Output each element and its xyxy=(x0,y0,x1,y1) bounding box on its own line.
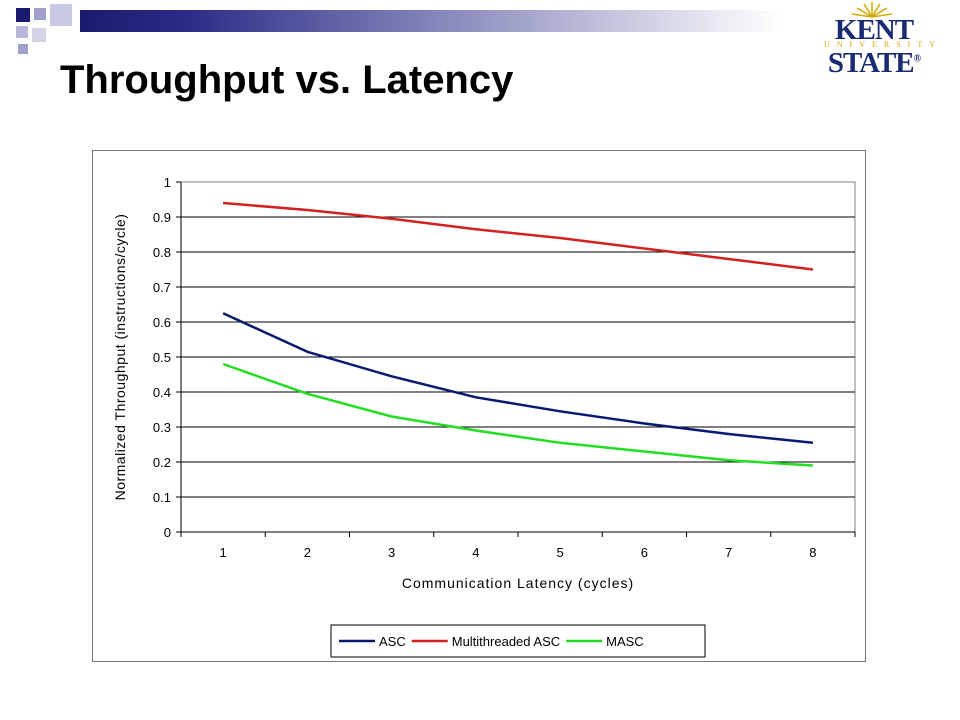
logo-subtitle: UNIVERSITY xyxy=(824,40,942,49)
x-tick-label: 4 xyxy=(472,545,479,560)
deco-square-light-2 xyxy=(50,4,72,26)
y-tick-label: 0.7 xyxy=(153,280,171,295)
x-axis-title: Communication Latency (cycles) xyxy=(402,575,634,591)
kent-state-logo: KENT STATE® UNIVERSITY xyxy=(790,0,960,79)
legend-label: ASC xyxy=(379,634,406,649)
y-tick-label: 1 xyxy=(164,175,171,190)
line-chart: 0 0.1 0.2 0.3 0.4 0.5 0.6 0.7 0.8 0.9 1 1 2 3 4 5 6 7 8 Com… xyxy=(112,175,856,658)
legend-box xyxy=(330,624,706,658)
legend-label: Multithreaded ASC xyxy=(452,634,560,649)
header-gradient-bar xyxy=(80,10,780,32)
x-tick-label: 2 xyxy=(304,545,311,560)
logo-wordmark: KENT STATE® xyxy=(827,14,922,79)
series-layer xyxy=(222,201,814,467)
series-line-masc xyxy=(222,362,813,467)
y-tick-label: 0.2 xyxy=(153,455,171,470)
deco-square-light-5 xyxy=(18,44,28,54)
axis-layer xyxy=(176,181,856,537)
x-tick-label: 7 xyxy=(725,545,732,560)
y-tick-label: 0.9 xyxy=(153,210,171,225)
deco-square-light-4 xyxy=(32,28,46,42)
deco-square-dark-1 xyxy=(16,8,30,22)
x-tick-label: 8 xyxy=(809,545,816,560)
legend-label: MASC xyxy=(606,634,644,649)
x-tick-label: 1 xyxy=(220,545,227,560)
slide-title: Throughput vs. Latency xyxy=(60,58,514,102)
y-tick-label: 0.8 xyxy=(153,245,171,260)
x-tick-label: 6 xyxy=(641,545,648,560)
sunburst-icon xyxy=(851,2,893,18)
series-line-multithreaded-asc xyxy=(222,201,814,271)
y-tick-label: 0.5 xyxy=(153,350,171,365)
y-tick-label: 0.6 xyxy=(153,315,171,330)
y-tick-label: 0 xyxy=(164,525,171,540)
series-line-asc xyxy=(222,312,814,445)
deco-square-light-1 xyxy=(34,8,46,20)
label-layer: 0 0.1 0.2 0.3 0.4 0.5 0.6 0.7 0.8 0.9 1 1 2 3 4 5 6 7 8 Com… xyxy=(112,175,816,591)
y-tick-label: 0.4 xyxy=(153,385,171,400)
legend: ASC Multithreaded ASC MASC xyxy=(330,624,706,658)
y-axis-title: Normalized Throughput (instructions/cycl… xyxy=(112,214,128,501)
x-tick-label: 3 xyxy=(388,545,395,560)
chart-frame: 0 0.1 0.2 0.3 0.4 0.5 0.6 0.7 0.8 0.9 1 1 2 3 4 5 6 7 8 Com… xyxy=(92,150,866,662)
y-tick-label: 0.3 xyxy=(153,420,171,435)
deco-square-light-3 xyxy=(16,26,28,38)
registered-mark: ® xyxy=(913,53,922,65)
y-tick-label: 0.1 xyxy=(153,490,171,505)
x-tick-label: 5 xyxy=(557,545,564,560)
